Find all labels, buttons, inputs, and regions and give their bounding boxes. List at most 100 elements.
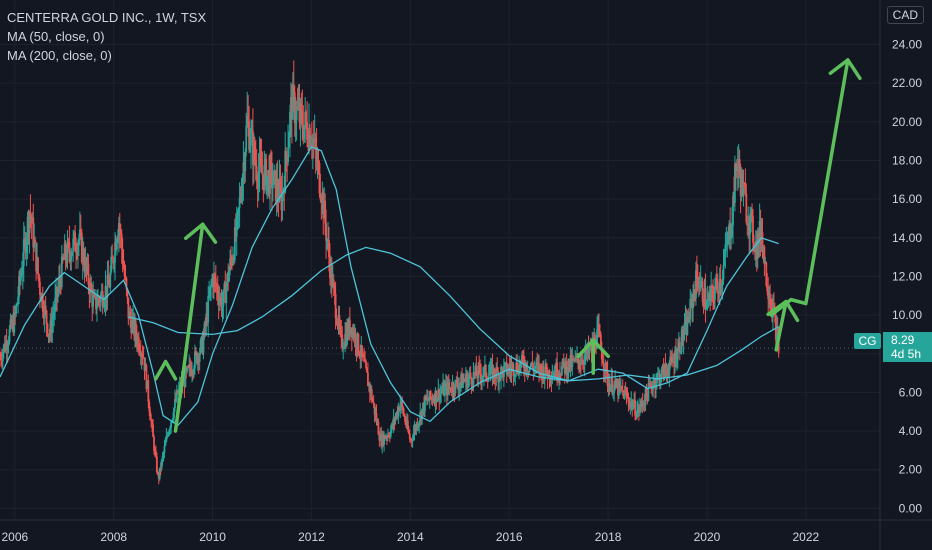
currency-label[interactable]: CAD [886, 6, 924, 24]
candle-body [151, 421, 154, 425]
candle-body [226, 273, 229, 287]
candle-body [715, 278, 717, 290]
candle-body [78, 238, 80, 244]
candle-body [13, 311, 16, 333]
candle-body [573, 358, 576, 361]
candle-body [448, 387, 451, 389]
candle-body [504, 362, 507, 364]
candle-body [384, 435, 386, 439]
candle-body [760, 232, 763, 241]
candle-body [102, 305, 105, 307]
candle-body [540, 364, 542, 370]
candle-body [505, 362, 508, 375]
candle-body [7, 342, 10, 346]
candle-body [47, 334, 50, 336]
candle-body [607, 384, 610, 386]
candle-body [597, 324, 599, 330]
candle-body [625, 392, 628, 397]
candle-body [678, 341, 681, 353]
candle-body [163, 445, 166, 453]
candle-body [435, 390, 438, 402]
candle-body [238, 197, 241, 209]
candle-body [411, 439, 414, 441]
candle-body [519, 363, 521, 368]
candle-body [388, 436, 391, 438]
candle-body [742, 183, 745, 197]
candle-body [749, 213, 752, 235]
candle-body [26, 216, 29, 241]
candle-body [127, 297, 130, 319]
candle-body [437, 388, 440, 399]
candle-body [34, 239, 37, 243]
candle-body [494, 376, 497, 379]
candle-body [351, 329, 354, 338]
candle-body [570, 355, 573, 368]
candle-body [68, 242, 71, 253]
candle-body [685, 318, 688, 335]
candle-body [536, 362, 539, 364]
candle-body [46, 323, 49, 335]
candle-body [6, 345, 9, 350]
candle-body [618, 381, 620, 396]
candle-body [301, 110, 304, 128]
candle-body [385, 437, 387, 439]
candle-body [254, 160, 257, 167]
candle-body [195, 352, 198, 364]
candle-body [498, 375, 501, 383]
candle-body [524, 362, 527, 372]
candle-body [665, 369, 668, 371]
candle-body [36, 257, 38, 272]
candle-body [103, 302, 106, 306]
candle-body [152, 424, 154, 438]
candle-body [280, 188, 283, 211]
candle-body [297, 104, 300, 108]
candle-body [353, 332, 356, 339]
candle-body [260, 161, 263, 173]
candle-body [3, 344, 6, 351]
candle-body [371, 400, 374, 402]
annotation-arrow-shaft [173, 222, 205, 433]
candle-body [49, 320, 52, 336]
candle-body [203, 323, 206, 338]
candle-body [39, 281, 41, 295]
x-tick-label: 2018 [595, 530, 622, 544]
candle-body [126, 288, 129, 298]
candle-body [265, 158, 268, 192]
candle-body [610, 377, 613, 387]
candle-body [373, 403, 376, 415]
candle-body [662, 365, 665, 379]
candle-body [677, 341, 680, 349]
candle-body [111, 256, 114, 258]
candle-body [192, 371, 194, 373]
candle-body [397, 407, 400, 417]
candle-body [352, 329, 355, 339]
candle-body [288, 136, 290, 148]
candle-body [318, 163, 321, 194]
candle-body [217, 296, 220, 305]
candle-body [322, 192, 325, 219]
candle-body [31, 217, 34, 224]
candle-body [469, 372, 472, 378]
candle-body [672, 361, 675, 363]
candle-body [490, 364, 493, 366]
candle-body [339, 326, 342, 330]
candle-body [261, 172, 264, 176]
candle-body [30, 216, 33, 224]
candle-body [615, 379, 617, 388]
candle-body [348, 319, 351, 335]
candle-body [579, 363, 582, 365]
candle-body [306, 122, 308, 140]
candle-body [149, 411, 152, 420]
candle-body [137, 337, 140, 351]
candle-body [646, 394, 649, 401]
candle-body [541, 366, 544, 379]
candle-body [20, 273, 23, 276]
candle-body [535, 362, 538, 368]
candle-body [256, 181, 259, 188]
candle-body [253, 142, 256, 161]
candle-body [395, 412, 398, 417]
candle-body [595, 348, 598, 350]
candle-body [224, 283, 227, 303]
candle-body [462, 380, 464, 388]
